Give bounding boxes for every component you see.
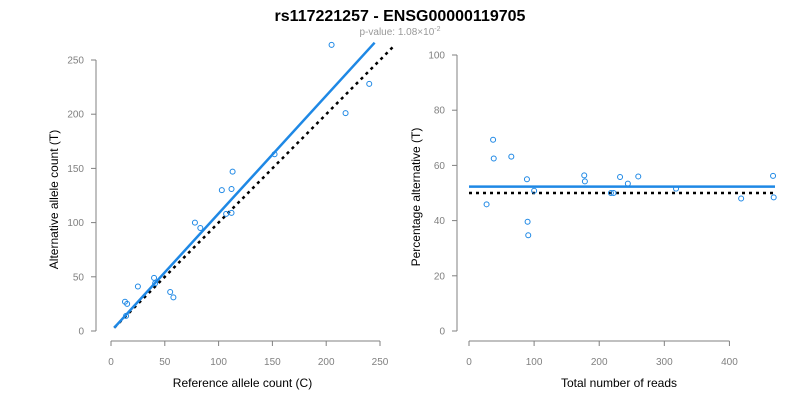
- allele-count-data-point: [342, 110, 349, 117]
- allele-count-data-point: [271, 151, 278, 158]
- percentage-y-tick-label: 100: [428, 51, 445, 62]
- allele-count-fit-line: [113, 41, 376, 329]
- chart-title: rs117221257 - ENSG00000119705: [275, 8, 526, 25]
- percentage-data-point: [738, 195, 745, 202]
- allele-count-data-point: [170, 294, 177, 301]
- percentage-x-tick-label: 300: [656, 357, 673, 368]
- allele-count-data-point: [228, 185, 235, 192]
- allele-count-x-tick-label: 0: [108, 357, 114, 368]
- percentage-x-axis-title: Total number of reads: [561, 376, 677, 390]
- subtitle-prefix: p-value: 1.08×10: [359, 27, 434, 38]
- allele-count-x-tick-label: 150: [264, 357, 281, 368]
- allele-count-data-point: [197, 225, 204, 232]
- percentage-y-tick-label: 0: [439, 327, 445, 338]
- allele-count-data-point: [152, 280, 159, 287]
- allele-count-y-tick-label: 200: [67, 110, 84, 121]
- allele-count-data-point: [134, 283, 141, 290]
- percentage-x-tick-label: 0: [466, 357, 472, 368]
- allele-count-data-point: [328, 41, 335, 48]
- percentage-data-point: [490, 136, 497, 143]
- percentage-panel: 0 100 200 300 400 0 20 40 60 80 100 Total number of…: [409, 51, 777, 390]
- percentage-data-point: [617, 173, 624, 180]
- percentage-y-tick-label: 60: [434, 161, 446, 172]
- allele-count-x-axis-title: Reference allele count (C): [173, 376, 312, 390]
- percentage-data-point: [607, 190, 614, 196]
- allele-count-data-point: [191, 219, 198, 226]
- percentage-x-tick-label: 400: [721, 357, 738, 368]
- allele-count-data-point: [228, 209, 235, 216]
- allele-count-y-axis-title: Alternative allele count (T): [47, 130, 61, 269]
- allele-count-y-tick-label: 150: [67, 164, 84, 175]
- percentage-data-point: [525, 232, 532, 239]
- percentage-data-point: [770, 172, 777, 179]
- allele-count-panel: 0 50 100 150 200 250 0 50 100 150 200 250 Reference …: [47, 41, 394, 390]
- percentage-data-point: [624, 180, 631, 187]
- allele-count-y-tick-label: 100: [67, 218, 84, 229]
- percentage-x-tick-label: 200: [591, 357, 608, 368]
- allele-count-data-point: [124, 300, 131, 307]
- allele-count-data-point: [366, 80, 373, 87]
- chart-subtitle: p-value: 1.08×10-2: [359, 26, 440, 38]
- percentage-data-point: [581, 178, 588, 185]
- allele-count-data-point: [151, 274, 158, 281]
- allele-count-data-point: [223, 210, 230, 217]
- percentage-x-tick-label: 100: [526, 357, 543, 368]
- allele-count-x-tick-label: 100: [210, 357, 227, 368]
- percentage-data-point: [483, 201, 490, 208]
- allele-count-y-tick-label: 250: [67, 56, 84, 67]
- percentage-data-point: [610, 190, 617, 196]
- percentage-data-point: [490, 155, 497, 162]
- allele-count-reference-line: [113, 46, 394, 329]
- allele-count-x-tick-label: 250: [372, 357, 389, 368]
- allele-count-data-point: [229, 168, 236, 175]
- percentage-data-point: [531, 187, 538, 194]
- allele-count-data-point: [167, 288, 174, 295]
- percentage-y-tick-label: 20: [434, 271, 446, 282]
- percentage-data-point: [770, 194, 777, 201]
- percentage-data-point: [523, 176, 530, 183]
- percentage-y-tick-label: 80: [434, 106, 446, 117]
- percentage-y-tick-label: 40: [434, 216, 446, 227]
- allele-count-x-tick-label: 50: [159, 357, 171, 368]
- percentage-data-point: [581, 172, 588, 179]
- allele-count-y-tick-label: 50: [73, 272, 85, 283]
- percentage-data-point: [524, 218, 531, 225]
- allele-count-y-tick-label: 0: [78, 327, 84, 338]
- percentage-data-point: [673, 185, 680, 192]
- percentage-data-point: [508, 153, 515, 160]
- percentage-data-point: [635, 173, 642, 180]
- percentage-y-axis-title: Percentage alternative (T): [409, 128, 423, 267]
- allele-count-data-point: [123, 312, 130, 319]
- allele-count-x-tick-label: 200: [318, 357, 335, 368]
- subtitle-exponent: -2: [434, 26, 440, 33]
- allele-count-data-point: [218, 187, 225, 194]
